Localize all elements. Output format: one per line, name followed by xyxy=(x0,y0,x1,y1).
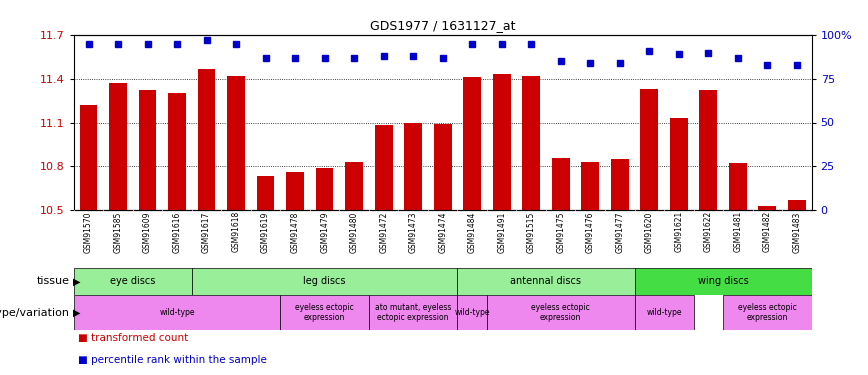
Bar xyxy=(257,177,274,210)
Bar xyxy=(464,77,481,210)
Text: wild-type: wild-type xyxy=(160,308,194,317)
Bar xyxy=(487,295,635,330)
Text: eyeless ectopic
expression: eyeless ectopic expression xyxy=(738,303,797,322)
Bar xyxy=(635,295,694,330)
Text: eye discs: eye discs xyxy=(110,276,155,286)
Bar xyxy=(227,76,245,210)
Text: GSM91491: GSM91491 xyxy=(497,211,506,252)
Text: GSM91475: GSM91475 xyxy=(556,211,565,253)
Text: GSM91477: GSM91477 xyxy=(615,211,624,253)
Text: wing discs: wing discs xyxy=(698,276,748,286)
Text: antennal discs: antennal discs xyxy=(510,276,582,286)
Bar xyxy=(523,76,540,210)
Text: leg discs: leg discs xyxy=(304,276,345,286)
Text: GSM91621: GSM91621 xyxy=(674,211,683,252)
Text: genotype/variation: genotype/variation xyxy=(0,308,69,318)
Text: GSM91472: GSM91472 xyxy=(379,211,388,252)
Bar xyxy=(457,295,487,330)
Bar xyxy=(280,295,369,330)
Text: tissue: tissue xyxy=(36,276,69,286)
Bar xyxy=(345,162,363,210)
Text: GSM91619: GSM91619 xyxy=(261,211,270,252)
Title: GDS1977 / 1631127_at: GDS1977 / 1631127_at xyxy=(370,20,516,33)
Bar xyxy=(139,90,156,210)
Bar xyxy=(286,172,304,210)
Bar xyxy=(404,123,422,210)
Text: ■ transformed count: ■ transformed count xyxy=(78,333,188,342)
Text: GSM91618: GSM91618 xyxy=(232,211,240,252)
Text: GSM91478: GSM91478 xyxy=(291,211,299,252)
Text: wild-type: wild-type xyxy=(647,308,681,317)
Text: GSM91515: GSM91515 xyxy=(527,211,536,252)
Text: ■ percentile rank within the sample: ■ percentile rank within the sample xyxy=(78,355,267,365)
Text: GSM91479: GSM91479 xyxy=(320,211,329,253)
Bar xyxy=(723,295,812,330)
Bar xyxy=(635,268,812,295)
Text: wild-type: wild-type xyxy=(455,308,490,317)
Text: GSM91570: GSM91570 xyxy=(84,211,93,253)
Bar xyxy=(729,164,746,210)
Bar xyxy=(168,93,186,210)
Bar xyxy=(434,124,451,210)
Bar xyxy=(641,89,658,210)
Text: GSM91480: GSM91480 xyxy=(350,211,358,252)
Text: GSM91474: GSM91474 xyxy=(438,211,447,253)
Bar xyxy=(670,118,687,210)
Bar xyxy=(74,268,192,295)
Bar xyxy=(198,69,215,210)
Bar xyxy=(192,268,457,295)
Text: GSM91476: GSM91476 xyxy=(586,211,595,253)
Text: GSM91585: GSM91585 xyxy=(114,211,122,252)
Bar xyxy=(552,158,569,210)
Text: GSM91483: GSM91483 xyxy=(792,211,801,252)
Bar xyxy=(74,295,280,330)
Text: GSM91484: GSM91484 xyxy=(468,211,477,252)
Bar xyxy=(788,200,806,210)
Bar xyxy=(369,295,457,330)
Bar xyxy=(375,125,392,210)
Bar xyxy=(316,168,333,210)
Bar xyxy=(700,90,717,210)
Bar xyxy=(80,105,97,210)
Text: eyeless ectopic
expression: eyeless ectopic expression xyxy=(295,303,354,322)
Text: GSM91622: GSM91622 xyxy=(704,211,713,252)
Bar xyxy=(611,159,628,210)
Text: GSM91609: GSM91609 xyxy=(143,211,152,253)
Text: GSM91482: GSM91482 xyxy=(763,211,772,252)
Text: ato mutant, eyeless
ectopic expression: ato mutant, eyeless ectopic expression xyxy=(375,303,451,322)
Text: GSM91617: GSM91617 xyxy=(202,211,211,252)
Text: GSM91481: GSM91481 xyxy=(733,211,742,252)
Text: GSM91616: GSM91616 xyxy=(173,211,181,252)
Bar xyxy=(493,74,510,210)
Bar xyxy=(109,83,127,210)
Bar xyxy=(582,162,599,210)
Text: eyeless ectopic
expression: eyeless ectopic expression xyxy=(531,303,590,322)
Bar xyxy=(457,268,635,295)
Text: GSM91473: GSM91473 xyxy=(409,211,418,253)
Bar xyxy=(759,206,776,210)
Text: ▶: ▶ xyxy=(73,276,81,286)
Text: ▶: ▶ xyxy=(73,308,81,318)
Text: GSM91620: GSM91620 xyxy=(645,211,654,252)
